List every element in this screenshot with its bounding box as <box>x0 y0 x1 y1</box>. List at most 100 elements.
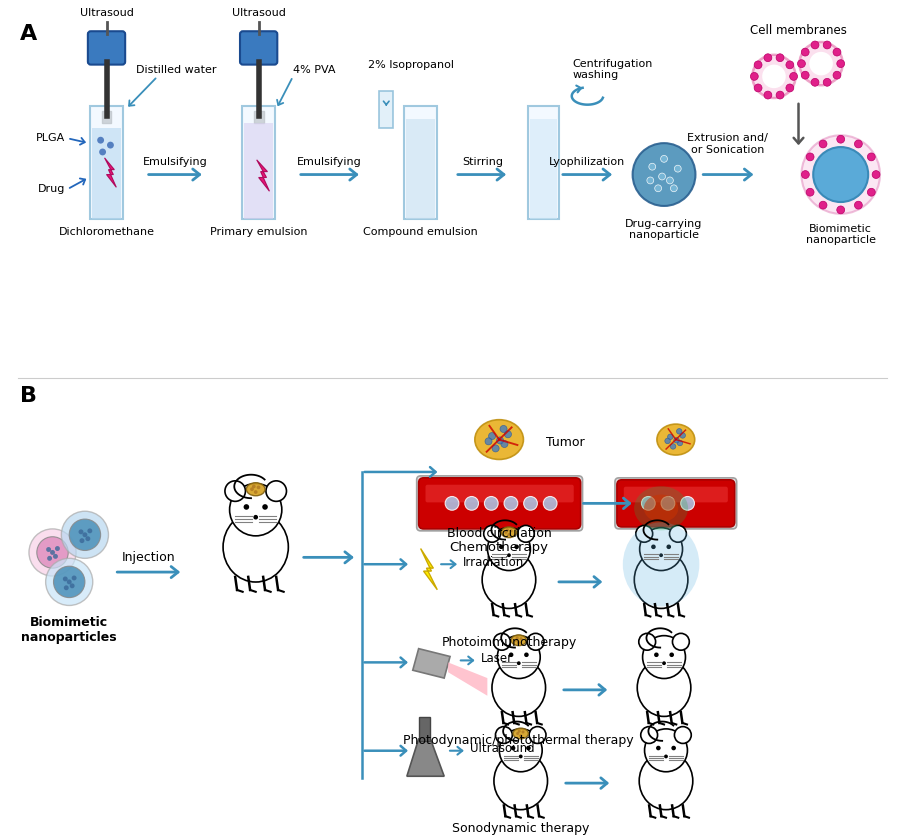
Bar <box>419 717 430 741</box>
Circle shape <box>819 201 827 209</box>
Bar <box>244 122 274 219</box>
FancyBboxPatch shape <box>615 478 737 529</box>
Circle shape <box>670 653 674 657</box>
Circle shape <box>776 54 784 61</box>
Text: Lyophilization: Lyophilization <box>549 157 626 167</box>
Text: Biomimetic
nanoparticles: Biomimetic nanoparticles <box>22 617 117 644</box>
Circle shape <box>507 554 511 557</box>
Circle shape <box>262 504 268 510</box>
FancyBboxPatch shape <box>426 485 573 503</box>
Circle shape <box>837 135 844 143</box>
Circle shape <box>80 538 84 543</box>
Circle shape <box>499 545 504 549</box>
Text: Drug-carrying
nanoparticle: Drug-carrying nanoparticle <box>625 219 703 240</box>
Text: Compound emulsion: Compound emulsion <box>363 227 478 237</box>
Text: Distilled water: Distilled water <box>136 65 217 75</box>
Ellipse shape <box>640 753 693 810</box>
Circle shape <box>529 727 546 743</box>
Circle shape <box>806 153 814 161</box>
Circle shape <box>670 185 678 192</box>
Circle shape <box>53 554 58 559</box>
Circle shape <box>484 525 500 542</box>
Circle shape <box>45 558 92 606</box>
Circle shape <box>656 746 660 750</box>
Polygon shape <box>407 739 444 776</box>
Circle shape <box>680 497 695 510</box>
Circle shape <box>674 727 691 743</box>
Circle shape <box>497 636 540 679</box>
Circle shape <box>507 533 510 536</box>
Circle shape <box>762 65 786 88</box>
Circle shape <box>677 429 682 434</box>
Circle shape <box>519 637 523 640</box>
Circle shape <box>501 440 508 447</box>
Text: Sonodynamic therapy: Sonodynamic therapy <box>452 822 590 836</box>
Text: 4% PVA: 4% PVA <box>293 65 335 75</box>
Circle shape <box>636 525 652 542</box>
Circle shape <box>660 554 663 557</box>
Circle shape <box>53 566 85 597</box>
Circle shape <box>665 438 670 444</box>
Circle shape <box>854 201 863 209</box>
Circle shape <box>37 537 68 568</box>
Circle shape <box>776 91 784 99</box>
Circle shape <box>47 556 52 560</box>
Bar <box>380 91 393 128</box>
Circle shape <box>266 481 286 502</box>
Text: Chemotherapy: Chemotherapy <box>449 540 549 554</box>
Circle shape <box>252 485 255 488</box>
Ellipse shape <box>482 551 535 608</box>
Text: Cell membranes: Cell membranes <box>750 24 847 38</box>
Circle shape <box>525 653 529 657</box>
Circle shape <box>79 529 83 534</box>
Text: Blood circulation: Blood circulation <box>447 527 552 540</box>
Circle shape <box>811 78 819 86</box>
Bar <box>530 119 557 219</box>
Circle shape <box>640 528 682 571</box>
Ellipse shape <box>634 551 688 608</box>
Circle shape <box>229 483 282 536</box>
Polygon shape <box>420 549 438 590</box>
FancyBboxPatch shape <box>617 480 735 527</box>
Circle shape <box>526 746 531 750</box>
Text: A: A <box>20 24 37 44</box>
Circle shape <box>82 532 87 537</box>
Ellipse shape <box>634 486 688 530</box>
Circle shape <box>55 546 60 551</box>
Circle shape <box>790 72 797 81</box>
Circle shape <box>250 487 254 491</box>
Circle shape <box>505 531 507 534</box>
Text: Ultrasoud: Ultrasoud <box>232 8 285 18</box>
Circle shape <box>677 440 683 446</box>
Ellipse shape <box>644 494 679 522</box>
Circle shape <box>797 60 805 68</box>
FancyBboxPatch shape <box>419 478 581 529</box>
Circle shape <box>764 54 772 61</box>
Circle shape <box>811 41 819 49</box>
Circle shape <box>649 164 656 170</box>
FancyBboxPatch shape <box>624 487 728 503</box>
Circle shape <box>867 188 875 196</box>
Polygon shape <box>256 159 269 191</box>
Circle shape <box>754 61 762 69</box>
Circle shape <box>680 433 686 438</box>
Text: B: B <box>20 386 37 405</box>
Circle shape <box>802 135 880 214</box>
Circle shape <box>72 576 77 581</box>
Bar <box>92 128 121 219</box>
Circle shape <box>511 746 516 750</box>
Circle shape <box>824 41 831 49</box>
Bar <box>406 119 435 219</box>
Circle shape <box>647 177 654 184</box>
Circle shape <box>254 515 258 519</box>
FancyBboxPatch shape <box>240 31 277 65</box>
Circle shape <box>225 481 246 502</box>
Circle shape <box>639 633 656 650</box>
Circle shape <box>802 170 809 179</box>
Circle shape <box>655 185 661 192</box>
Text: Drug: Drug <box>38 185 65 195</box>
Circle shape <box>500 425 507 432</box>
Ellipse shape <box>657 424 695 455</box>
Text: Emulsifying: Emulsifying <box>297 157 361 167</box>
Ellipse shape <box>475 420 524 460</box>
